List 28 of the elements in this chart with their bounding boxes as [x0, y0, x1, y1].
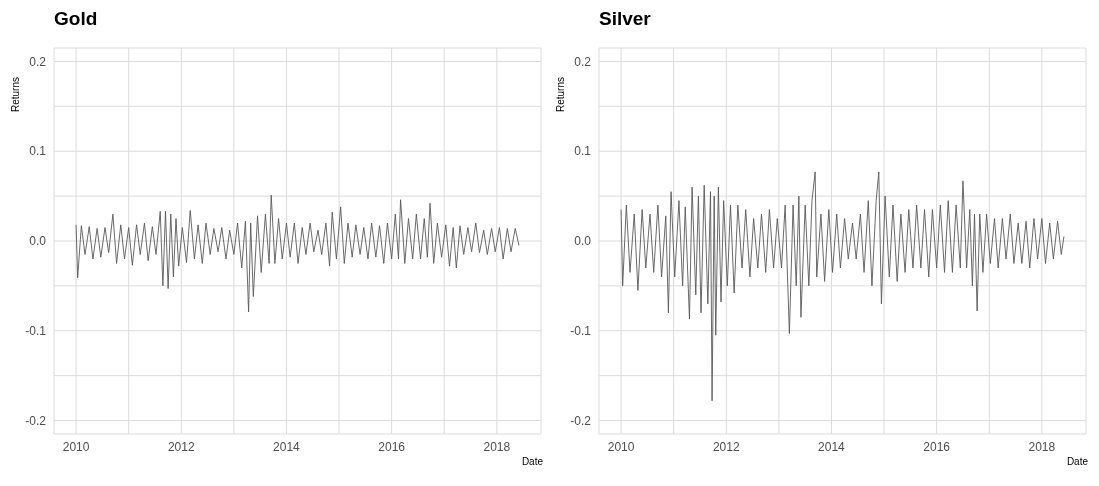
x-tick-label: 2016 — [378, 439, 406, 454]
x-tick-label: 2016 — [923, 439, 951, 454]
y-tick-label: 0.2 — [574, 54, 592, 69]
line-series — [620, 171, 1065, 402]
x-tick-label: 2018 — [1028, 439, 1056, 454]
x-tick-label: 2012 — [167, 439, 195, 454]
y-tick-label: -0.1 — [570, 324, 592, 339]
y-axis-title: Returns — [10, 76, 21, 112]
x-tick-label: 2014 — [818, 439, 846, 454]
line-series — [75, 194, 520, 313]
y-tick-label: -0.2 — [25, 413, 47, 428]
chart-title: Silver — [599, 8, 651, 30]
y-tick-label: 0.1 — [29, 144, 47, 159]
y-tick-label: -0.1 — [25, 324, 47, 339]
y-tick-label: -0.2 — [570, 413, 592, 428]
x-axis-title: Date — [521, 456, 543, 467]
y-tick-label: 0.2 — [29, 54, 47, 69]
chart-title: Gold — [54, 8, 98, 30]
x-tick-label: 2012 — [712, 439, 740, 454]
y-tick-label: 0.0 — [29, 234, 47, 249]
y-tick-label: 0.0 — [574, 234, 592, 249]
x-tick-label: 2010 — [607, 439, 635, 454]
y-axis-title: Returns — [555, 76, 566, 112]
y-tick-label: 0.1 — [574, 144, 592, 159]
x-axis-title: Date — [1066, 456, 1088, 467]
x-tick-label: 2014 — [273, 439, 301, 454]
x-tick-label: 2018 — [483, 439, 511, 454]
x-tick-label: 2010 — [62, 439, 90, 454]
